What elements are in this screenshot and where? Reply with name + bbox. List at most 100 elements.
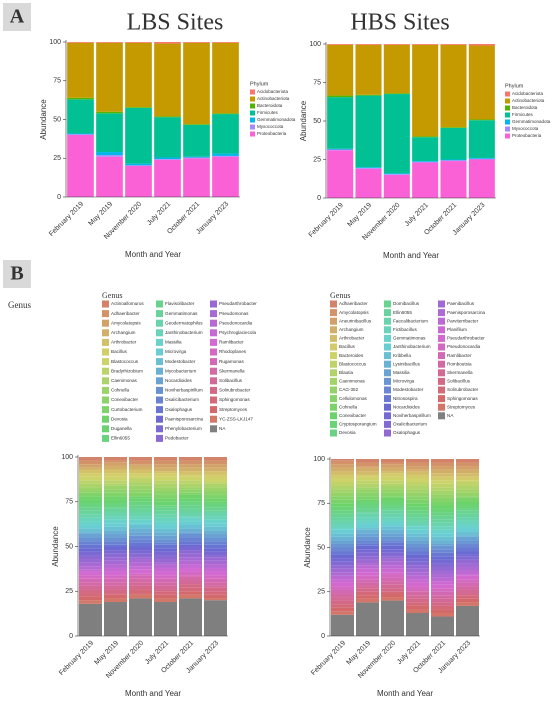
legend-label: Solibacillus bbox=[219, 378, 243, 383]
bar-segment bbox=[204, 567, 227, 572]
y-tick-label: 0 bbox=[317, 195, 321, 202]
x-tick-label: May 2019 bbox=[88, 201, 115, 228]
bar-segment bbox=[129, 473, 152, 477]
bar-segment bbox=[431, 574, 454, 578]
legend-swatch bbox=[384, 300, 391, 308]
legend-swatch bbox=[250, 117, 255, 123]
legend-swatch bbox=[438, 412, 445, 420]
bar-segment bbox=[79, 559, 102, 563]
bar-segment bbox=[381, 524, 404, 527]
bar-segment bbox=[79, 492, 102, 497]
bar-segment bbox=[179, 474, 202, 477]
y-tick-label: 50 bbox=[317, 544, 325, 551]
legend-swatch bbox=[384, 429, 391, 437]
y-axis-title: Abundance bbox=[299, 100, 308, 141]
bar-segment bbox=[406, 469, 429, 472]
legend-label: Adhaeribacter bbox=[111, 311, 140, 316]
bar-segment bbox=[381, 577, 404, 582]
bar-segment bbox=[154, 514, 177, 518]
bar-segment bbox=[440, 160, 467, 162]
bar-segment bbox=[154, 510, 177, 515]
bar-segment bbox=[129, 559, 152, 563]
bar-segment bbox=[431, 616, 454, 636]
bar-segment bbox=[129, 575, 152, 579]
bar-segment bbox=[129, 598, 152, 636]
legend-swatch bbox=[102, 396, 109, 404]
x-tick-label: July 2021 bbox=[396, 640, 422, 666]
bar-segment bbox=[204, 474, 227, 479]
bar-segment bbox=[355, 94, 382, 96]
bar-segment bbox=[431, 559, 454, 564]
bar-segment bbox=[331, 561, 354, 566]
legend-swatch bbox=[330, 352, 337, 360]
legend-label: Oxalicibacterium bbox=[165, 397, 199, 402]
bar-segment bbox=[456, 510, 479, 514]
bar-segment bbox=[406, 462, 429, 467]
bar-segment bbox=[381, 517, 404, 521]
bar-segment bbox=[356, 572, 379, 576]
bar-segment bbox=[331, 597, 354, 601]
y-tick-label: 25 bbox=[313, 156, 321, 163]
legend-swatch bbox=[330, 360, 337, 368]
bar-segment bbox=[154, 559, 177, 563]
bar-segment bbox=[456, 554, 479, 557]
bar-segment bbox=[381, 533, 404, 537]
legend-swatch bbox=[438, 360, 445, 368]
bar-segment bbox=[154, 507, 177, 511]
legend-label: NA bbox=[219, 426, 226, 431]
bar-segment bbox=[456, 605, 479, 636]
bar-segment bbox=[179, 533, 202, 538]
legend-label: Cohnella bbox=[339, 404, 358, 409]
bar-segment bbox=[104, 567, 127, 572]
bar-segment bbox=[412, 137, 439, 162]
bar-segment bbox=[456, 476, 479, 481]
bar-segment bbox=[381, 483, 404, 486]
y-tick-label: 75 bbox=[317, 500, 325, 507]
bar-segment bbox=[179, 501, 202, 506]
legend-label: Psychroglaciecola bbox=[219, 330, 256, 335]
y-tick-label: 50 bbox=[53, 116, 61, 123]
bar-segment bbox=[356, 480, 379, 484]
bar-segment bbox=[431, 577, 454, 582]
legend-swatch bbox=[102, 425, 109, 433]
legend-label: Bradyrhizobium bbox=[111, 368, 143, 373]
bar-segment bbox=[154, 501, 177, 506]
bar-segment bbox=[204, 560, 227, 565]
bar-segment bbox=[381, 549, 404, 553]
bar-segment bbox=[412, 44, 439, 45]
bar-segment bbox=[204, 467, 227, 472]
bar-segment bbox=[179, 457, 202, 461]
bar-segment bbox=[129, 593, 152, 595]
legend-swatch bbox=[384, 352, 391, 360]
y-tick-label: 50 bbox=[65, 543, 73, 550]
bar-segment bbox=[204, 541, 227, 545]
legend-label: Nocardioides bbox=[165, 378, 193, 383]
bar-segment bbox=[381, 467, 404, 472]
bar-segment bbox=[179, 521, 202, 526]
bar-segment bbox=[125, 107, 152, 164]
bar-segment bbox=[456, 489, 479, 493]
x-tick-label: May 2019 bbox=[347, 202, 374, 229]
bar-segment bbox=[331, 611, 354, 615]
bar-segment bbox=[331, 547, 354, 552]
bar-segment bbox=[431, 462, 454, 467]
bar-segment bbox=[412, 44, 439, 137]
bar-segment bbox=[406, 579, 429, 583]
bar-segment bbox=[331, 540, 354, 544]
bar-segment bbox=[129, 566, 152, 570]
bar-segment bbox=[104, 589, 127, 594]
legend-label: Myxococcota bbox=[512, 126, 539, 131]
bar-segment bbox=[79, 578, 102, 583]
bar-segment bbox=[456, 575, 479, 580]
bar-segment bbox=[456, 513, 479, 518]
bar-segment bbox=[154, 525, 177, 529]
bar-segment bbox=[129, 532, 152, 536]
bar-segment bbox=[129, 578, 152, 583]
bar-segment bbox=[204, 544, 227, 549]
bar-segment bbox=[79, 521, 102, 526]
bar-segment bbox=[468, 45, 495, 120]
legend-swatch bbox=[156, 300, 163, 308]
bar-segment bbox=[431, 476, 454, 481]
bar-segment bbox=[154, 551, 177, 556]
bar-segment bbox=[104, 550, 127, 554]
